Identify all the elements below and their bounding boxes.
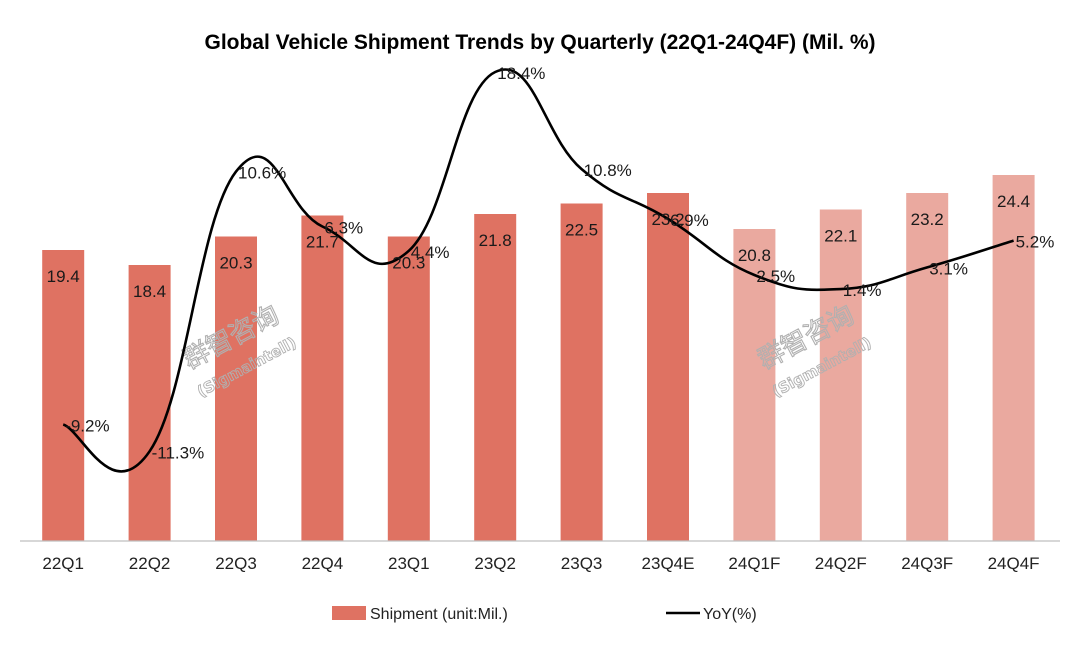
bar-label-23q4e: 23.2	[651, 210, 684, 229]
yoy-label-23q1: 4.4%	[411, 243, 450, 262]
bar-value-labels: 19.4 18.4 20.3 21.7 20.3 21.8 22.5 23.2 20.8 22.1…	[47, 192, 1030, 301]
x-tick-22q3: 22Q3	[215, 554, 257, 573]
bar-label-23q2: 21.8	[479, 231, 512, 250]
legend-bar-swatch	[332, 606, 366, 620]
bar-series	[42, 175, 1035, 541]
yoy-value-labels: -9.2% -11.3% 10.6% 6.3% 4.4% 18.4% 10.8% 6.9% 2.…	[65, 64, 1054, 462]
yoy-line	[62, 68, 1014, 473]
legend-bar-label: Shipment (unit:Mil.)	[370, 606, 508, 623]
yoy-label-23q4e: 6.9%	[670, 211, 709, 230]
chart-title: Global Vehicle Shipment Trends by Quarte…	[204, 31, 875, 54]
yoy-label-22q2: -11.3%	[152, 443, 205, 462]
bar-label-22q3: 20.3	[219, 254, 252, 273]
bar-label-22q4: 21.7	[306, 233, 339, 252]
yoy-label-23q2: 18.4%	[497, 64, 545, 83]
yoy-label-24q2f: 1.4%	[843, 281, 882, 300]
x-tick-24q3f: 24Q3F	[901, 554, 953, 573]
bar-23q4e	[647, 193, 689, 541]
legend-line-label: YoY(%)	[703, 606, 757, 623]
bar-label-24q2f: 22.1	[824, 227, 857, 246]
bar-23q1	[387, 236, 430, 541]
x-tick-labels: 22Q1 22Q2 22Q3 22Q4 23Q1 23Q2 23Q3 23Q4E 24Q1F 24…	[42, 554, 1039, 573]
yoy-label-24q1f: 2.5%	[756, 267, 795, 286]
yoy-label-22q3: 10.6%	[238, 164, 286, 183]
bar-23q2	[474, 214, 517, 541]
bar-label-23q3: 22.5	[565, 221, 598, 240]
bar-label-24q3f: 23.2	[911, 210, 944, 229]
yoy-label-22q1: -9.2%	[65, 416, 109, 435]
x-tick-23q1: 23Q1	[388, 554, 430, 573]
bar-22q4	[301, 215, 344, 541]
yoy-label-24q4f: 5.2%	[1016, 233, 1055, 252]
bar-label-22q1: 19.4	[47, 267, 80, 286]
bar-label-23q1: 20.3	[392, 254, 425, 273]
x-tick-23q4e: 23Q4E	[642, 554, 695, 573]
bar-label-22q2: 18.4	[133, 282, 166, 301]
bar-24q2f	[819, 209, 862, 541]
bar-22q3	[215, 236, 257, 541]
x-tick-22q2: 22Q2	[129, 554, 171, 573]
yoy-label-22q4: 6.3%	[324, 219, 363, 238]
x-tick-22q4: 22Q4	[302, 554, 344, 573]
bar-24q4f	[992, 175, 1035, 541]
bar-24q3f	[906, 193, 949, 541]
x-tick-24q1f: 24Q1F	[728, 554, 780, 573]
bar-22q1	[42, 250, 85, 541]
x-tick-23q3: 23Q3	[561, 554, 603, 573]
x-tick-24q2f: 24Q2F	[815, 554, 867, 573]
yoy-label-23q3: 10.8%	[584, 161, 632, 180]
x-tick-24q4f: 24Q4F	[988, 554, 1040, 573]
yoy-label-24q3f: 3.1%	[929, 259, 968, 278]
legend: Shipment (unit:Mil.) YoY(%)	[332, 606, 757, 623]
bar-23q3	[560, 203, 603, 541]
x-tick-22q1: 22Q1	[42, 554, 84, 573]
x-tick-23q2: 23Q2	[474, 554, 516, 573]
bar-label-24q4f: 24.4	[997, 192, 1030, 211]
bar-label-24q1f: 20.8	[738, 246, 771, 265]
bar-22q2	[128, 265, 171, 541]
